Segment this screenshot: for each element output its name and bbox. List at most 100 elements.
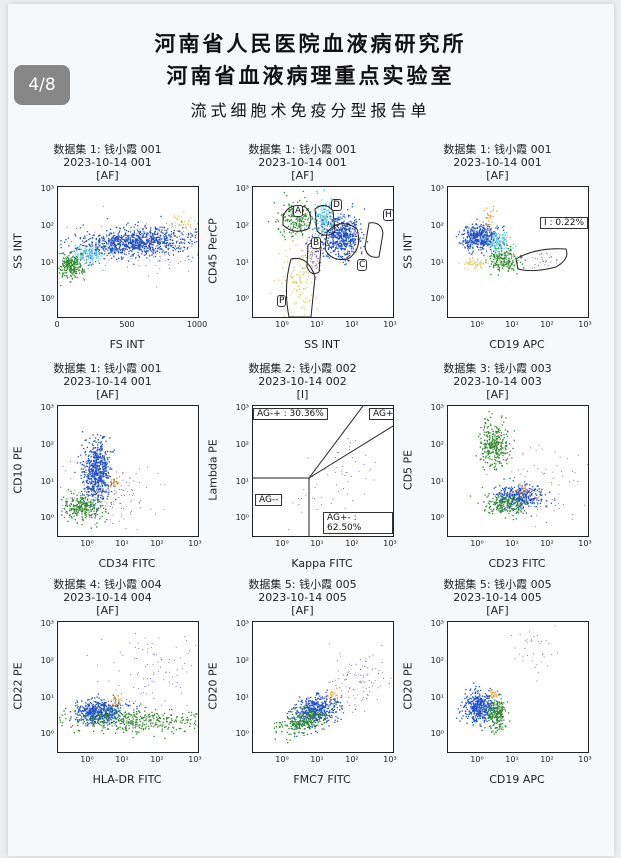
y-tick-label: 10¹ xyxy=(40,477,54,486)
flow-plot-panel: 数据集 1: 钱小霞 001 2023-10-14 001 [AF] 10³ 10² 10… xyxy=(10,143,208,353)
y-axis-label-text: CD10 PE xyxy=(11,446,25,494)
event-dots xyxy=(58,205,198,288)
flow-plot-panel: 数据集 3: 钱小霞 003 2023-10-14 003 [AF] 10³ 10² 10… xyxy=(400,362,595,572)
x-tick-label: 10¹ xyxy=(310,755,324,764)
y-tick-label: 10² xyxy=(235,221,249,230)
y-tick-label: 10⁰ xyxy=(235,294,249,303)
y-tick-label: 10¹ xyxy=(40,693,54,702)
y-tick-label: 10⁰ xyxy=(40,294,54,303)
scatter-plot xyxy=(447,405,589,537)
y-tick-label: 10⁰ xyxy=(235,513,249,522)
x-tick-label: 10¹ xyxy=(310,320,324,329)
y-tick-label: 10⁰ xyxy=(430,294,444,303)
x-tick-label: 10⁰ xyxy=(275,539,289,548)
x-axis-label: CD23 FITC xyxy=(488,557,546,570)
x-axis-label: CD19 APC xyxy=(489,338,545,351)
y-tick-label: 10² xyxy=(235,440,249,449)
date-label: 2023-10-14 005 xyxy=(258,591,347,604)
gate-label: P xyxy=(277,295,287,307)
gate-tag: [AF] xyxy=(96,169,119,182)
gate-label: AG-+ : 30.36% xyxy=(253,408,328,420)
x-axis-label: FMC7 FITC xyxy=(293,773,351,786)
x-axis-label: FS INT xyxy=(109,338,145,351)
lab-title: 河南省血液病理重点实验室 xyxy=(166,63,455,88)
y-tick-label: 10³ xyxy=(430,619,444,628)
x-tick-label: 10² xyxy=(540,755,554,764)
page-indicator[interactable]: 4/8 xyxy=(14,65,70,105)
x-tick-label: 10² xyxy=(540,539,554,548)
x-tick-label: 10³ xyxy=(578,755,592,764)
x-tick-label: 10⁰ xyxy=(80,539,94,548)
date-label: 2023-10-14 005 xyxy=(453,591,542,604)
x-tick-label: 1000 xyxy=(186,320,208,329)
scatter-plot xyxy=(57,621,199,753)
y-tick-label: 10² xyxy=(40,221,54,230)
event-dots xyxy=(60,431,166,531)
y-tick-label: 10² xyxy=(430,656,444,665)
date-label: 2023-10-14 001 xyxy=(258,156,347,169)
y-axis-label-text: CD20 PE xyxy=(401,662,415,710)
scatter-svg xyxy=(60,431,166,531)
x-axis-label: HLA-DR FITC xyxy=(92,773,162,786)
gate-outline xyxy=(324,223,360,260)
gate-tag: [I] xyxy=(296,388,309,401)
y-axis-label-text: CD5 PE xyxy=(401,449,415,491)
y-axis-label-text: SS INT xyxy=(11,233,25,269)
y-tick-label: 10¹ xyxy=(430,693,444,702)
dataset-label: 数据集 1: 钱小霞 001 xyxy=(443,143,552,156)
x-tick-label: 10⁰ xyxy=(275,755,289,764)
x-tick-label: 10³ xyxy=(188,755,202,764)
x-tick-label: 10² xyxy=(150,539,164,548)
y-axis-label-text: CD22 PE xyxy=(11,662,25,710)
institute-title: 河南省人民医院血液病研究所 xyxy=(154,31,467,56)
flow-plot-panel: 数据集 5: 钱小霞 005 2023-10-14 005 [AF] 10³ 10² 10… xyxy=(400,578,595,788)
x-tick-label: 10³ xyxy=(383,320,397,329)
scatter-svg xyxy=(58,205,198,288)
y-tick-label: 10³ xyxy=(40,184,54,193)
event-dots xyxy=(455,205,558,276)
x-tick-label: 10² xyxy=(345,539,359,548)
gate-outline xyxy=(515,248,568,272)
y-tick-label: 10¹ xyxy=(40,258,54,267)
gate-label: C xyxy=(357,259,368,271)
event-dots xyxy=(456,625,558,735)
gate-label: I : 0.22% xyxy=(540,217,588,229)
scatter-plot: AG-+ : 30.36% AG++ AG-- AG+- : 62.50% xyxy=(252,405,394,537)
y-axis-label-text: Lambda PE xyxy=(206,439,220,501)
x-axis-label: Kappa FITC xyxy=(291,557,353,570)
dataset-label: 数据集 3: 钱小霞 003 xyxy=(443,362,552,375)
flow-plot-panel: 数据集 5: 钱小霞 005 2023-10-14 005 [AF] 10³ 10² 10… xyxy=(205,578,400,788)
y-tick-label: 10⁰ xyxy=(430,729,444,738)
scatter-plot xyxy=(57,186,199,318)
x-axis-label: CD34 FITC xyxy=(98,557,156,570)
y-tick-label: 10³ xyxy=(235,619,249,628)
x-tick-label: 10⁰ xyxy=(470,755,484,764)
y-tick-label: 10⁰ xyxy=(40,729,54,738)
report-title: 流式细胞术免疫分型报告单 xyxy=(190,101,431,120)
y-tick-label: 10⁰ xyxy=(430,513,444,522)
x-tick-label: 10¹ xyxy=(505,539,519,548)
y-axis-label-text: CD45 PerCP xyxy=(206,218,220,284)
scatter-svg xyxy=(456,625,558,735)
date-label: 2023-10-14 002 xyxy=(258,375,347,388)
gate-tag: [AF] xyxy=(96,604,119,617)
gate-tag: [AF] xyxy=(96,388,119,401)
flow-plot-panel: 数据集 1: 钱小霞 001 2023-10-14 001 [AF] I : 0.22… xyxy=(400,143,595,353)
scatter-svg xyxy=(267,189,384,317)
date-label: 2023-10-14 003 xyxy=(453,375,542,388)
gate-outline xyxy=(282,205,312,232)
y-tick-label: 10⁰ xyxy=(235,729,249,738)
scatter-svg xyxy=(273,643,392,744)
y-tick-label: 10¹ xyxy=(235,258,249,267)
y-tick-label: 10³ xyxy=(430,403,444,412)
x-tick-label: 10¹ xyxy=(505,755,519,764)
gate-outline xyxy=(285,257,316,317)
y-tick-label: 10² xyxy=(430,440,444,449)
x-tick-label: 10⁰ xyxy=(275,320,289,329)
x-tick-label: 10² xyxy=(345,755,359,764)
x-tick-label: 10⁰ xyxy=(80,755,94,764)
y-axis-label-text: CD20 PE xyxy=(206,662,220,710)
y-tick-label: 10¹ xyxy=(430,258,444,267)
x-tick-label: 10³ xyxy=(578,320,592,329)
y-tick-label: 10² xyxy=(40,440,54,449)
